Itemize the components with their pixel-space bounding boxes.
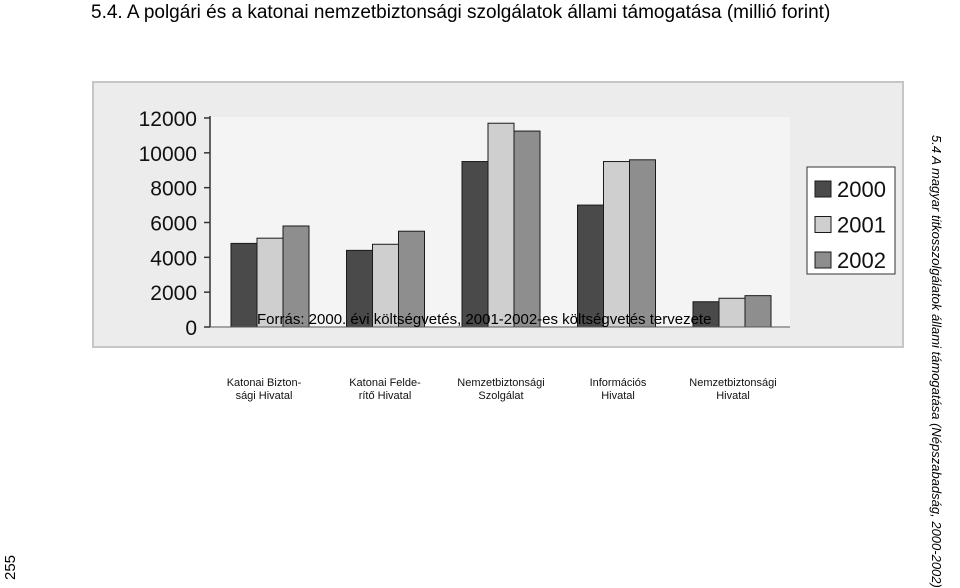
bar-2002-5 [744,295,772,328]
y-tick-label: 8000 [150,178,197,201]
x-tick-label-line: sági Hivatal [236,390,293,402]
bar-2000-1 [230,242,258,328]
y-tick-label: 12000 [139,108,197,131]
x-tick-label-line: Nemzetbiztonsági [457,377,544,389]
x-tick-label-line: Nemzetbiztonsági [689,377,776,389]
legend: 2000 2001 2002 [806,166,896,275]
x-axis-labels: Katonai Bizton-sági Hivatal Katonai Felde… [227,377,777,402]
legend-label-2000: 2000 [837,177,886,202]
x-tick-label: Nemzetbiztonsági Hivatal [689,377,776,402]
bar-2000-4 [577,204,604,328]
legend-swatch-2000 [814,180,832,198]
y-tick-label: 4000 [150,247,197,270]
legend-label-2001: 2001 [837,213,886,238]
source-note: Forrás: 2000. évi költségvetés, 2001-200… [257,311,712,328]
y-axis: 0 2000 4000 6000 8000 10000 12000 [139,108,211,340]
bar-2000-3 [461,161,489,328]
bars [210,122,790,328]
bar-2001-4 [603,161,630,328]
bar-2001-2 [372,243,399,328]
x-tick-label: Információs Hivatal [590,377,647,402]
x-tick-label-line: Katonai Felde- [349,377,421,389]
y-tick-label: 2000 [150,282,197,305]
bar-2001-5 [718,297,746,328]
page-title: 5.4. A polgári és a katonai nemzetbizton… [91,2,831,23]
x-tick-label: Katonai Bizton-sági Hivatal [227,377,302,402]
side-caption: 5.4 A magyar titkosszolgálatok állami tá… [929,135,944,588]
x-tick-label: Katonai Felde-rítő Hivatal [349,377,421,402]
legend-swatch-2001 [814,216,832,233]
bar-2001-3 [487,122,515,328]
page-number: 255 [2,554,19,580]
legend-label-2002: 2002 [837,248,886,273]
legend-swatch-2002 [814,251,832,269]
bar-2002-3 [513,130,541,328]
bar-2002-2 [398,230,425,328]
bar-2001-1 [256,237,284,328]
bar-2002-4 [629,159,656,328]
x-tick-label-line: Szolgálat [478,390,523,402]
x-tick-label-line: Hivatal [601,390,635,402]
x-tick-label: Nemzetbiztonsági Szolgálat [457,377,544,402]
y-tick-label: 10000 [139,143,197,166]
y-tick-label: 6000 [150,213,197,236]
x-tick-label-line: rítő Hivatal [359,390,412,402]
bar-2002-1 [282,225,310,328]
x-tick-label-line: Információs [590,377,647,389]
y-tick-label: 0 [185,317,197,340]
x-tick-label-line: Katonai Bizton- [227,377,302,389]
x-tick-label-line: Hivatal [716,390,750,402]
